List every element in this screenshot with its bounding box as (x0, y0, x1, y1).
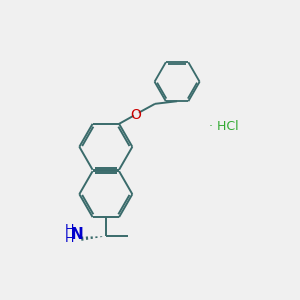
Text: H: H (64, 223, 74, 236)
Text: O: O (130, 108, 141, 122)
Text: N: N (70, 227, 83, 242)
Text: · HCl: · HCl (209, 120, 238, 133)
Text: H: H (64, 232, 74, 244)
